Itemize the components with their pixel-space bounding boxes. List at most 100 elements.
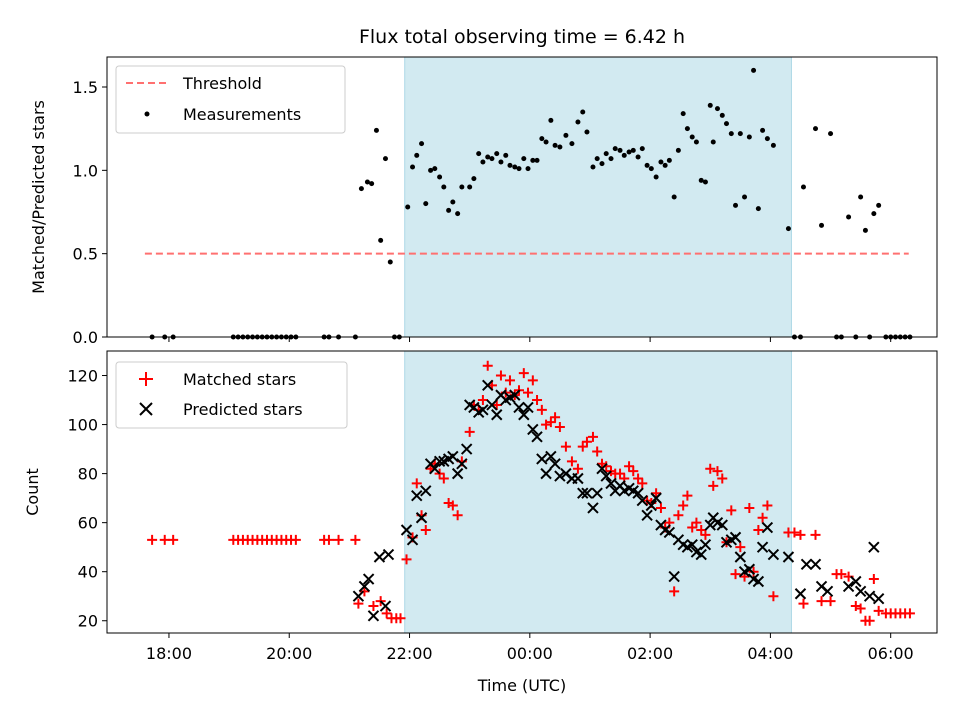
predicted-star-point: [809, 558, 822, 571]
measurement-point: [543, 139, 549, 145]
x-tick-label: 06:00: [868, 644, 914, 663]
matched-star-point: [438, 473, 449, 484]
predicted-star-point: [704, 519, 716, 531]
matched-star-point: [628, 466, 639, 477]
matched-star-point: [482, 360, 493, 371]
chart-title: Flux total observing time = 6.42 h: [359, 26, 685, 48]
matched-star-point: [768, 591, 779, 602]
measurement-point: [800, 184, 806, 190]
measurement-point: [770, 142, 776, 148]
matched-star-point: [700, 529, 711, 540]
predicted-star-point: [863, 590, 876, 602]
measurement-point: [590, 164, 596, 170]
y-tick-label: 1.0: [73, 161, 98, 180]
measurement-point: [630, 147, 636, 153]
matched-star-point: [735, 542, 746, 553]
plot-frame-bottom: [106, 350, 938, 634]
x-tick-label: 20:00: [266, 644, 312, 663]
measurement-point: [364, 179, 370, 185]
matched-star-point: [816, 596, 827, 607]
measurement-point: [467, 184, 473, 190]
predicted-star-point: [686, 539, 698, 551]
measurement-point: [626, 149, 632, 155]
measurement-point: [644, 162, 650, 168]
measurement-point: [548, 117, 554, 123]
measurement-point: [485, 154, 491, 160]
x-axis-label: Time (UTC): [477, 676, 566, 695]
matched-star-point: [147, 534, 158, 545]
flux-ratio-panel: 0.0 0.5 1.0 1.5 Matched/Predicted stars Thr…: [29, 56, 938, 347]
measurement-point: [662, 162, 668, 168]
measurement-point: [419, 141, 425, 147]
predicted-star-point: [641, 509, 653, 522]
matched-star-point: [744, 502, 755, 513]
measurement-point: [639, 146, 645, 152]
predicted-star-point: [362, 573, 375, 585]
predicted-star-point: [352, 590, 365, 602]
measurement-point: [437, 174, 443, 180]
matched-star-point: [168, 534, 179, 545]
matched-star-point: [395, 613, 406, 624]
predicted-star-point: [699, 539, 712, 551]
measurement-point: [871, 211, 877, 217]
matched-star-point: [753, 525, 764, 536]
predicted-star-point: [491, 409, 503, 421]
predicted-star-point: [509, 389, 521, 401]
measurement-point: [450, 199, 456, 205]
measurement-point: [369, 181, 375, 187]
predicted-star-point: [367, 610, 380, 622]
measurements-legend-label: Measurements: [183, 105, 301, 124]
predicted-star-point: [477, 404, 489, 416]
matched-star-point: [368, 601, 379, 612]
measurement-point: [373, 127, 379, 133]
measurement-point: [675, 147, 681, 153]
predicted-star-point: [761, 521, 774, 534]
y-axis-ticks-bottom: 20 40 60 80 100 120: [67, 367, 107, 631]
matched-star-point: [523, 387, 534, 398]
measurement-point: [684, 126, 690, 132]
matched-star-point: [536, 404, 547, 415]
matched-star-point: [810, 529, 821, 540]
predicted-star-point: [486, 399, 498, 411]
measurement-point: [785, 226, 791, 232]
matched-star-point: [477, 395, 488, 406]
measurement-point: [666, 157, 672, 163]
predicted-star-point: [358, 580, 371, 593]
measurement-point: [612, 146, 618, 152]
matched-star-point: [401, 554, 412, 565]
measurement-point: [489, 156, 495, 162]
matched-star-point: [495, 370, 506, 381]
predicted-star-point: [591, 487, 603, 499]
predicted-star-point: [554, 470, 566, 482]
matched-star-point: [581, 436, 592, 447]
measurement-point: [599, 161, 605, 167]
matched-star-point: [601, 461, 612, 472]
measurement-point: [702, 179, 708, 185]
measurement-point: [603, 151, 609, 157]
x-tick-label: 18:00: [146, 644, 192, 663]
matched-star-point: [873, 605, 884, 616]
matched-star-point: [554, 422, 565, 433]
predicted-star-point: [531, 431, 543, 443]
predicted-star-point: [379, 600, 392, 612]
measurement-point: [714, 106, 720, 112]
matched-star-point: [532, 395, 543, 406]
predicted-star-point: [456, 458, 468, 470]
measurements-legend-swatch: [144, 111, 150, 117]
predicted-star-point: [782, 551, 795, 563]
matched-star-point: [560, 441, 571, 452]
predicted-star-point: [695, 548, 707, 561]
y-axis-label-bottom: Count: [23, 468, 42, 516]
predicted-star-point: [854, 585, 867, 598]
matched-star-point: [447, 500, 458, 511]
measurement-point: [733, 202, 739, 208]
predicted-star-point: [767, 548, 780, 561]
matched-star-point: [333, 534, 344, 545]
predicted-star-point: [420, 485, 432, 497]
matched-legend-label: Matched stars: [183, 370, 296, 389]
measurement-point: [746, 134, 752, 140]
measurement-point: [516, 166, 522, 172]
measurement-point: [648, 166, 654, 172]
measurement-point: [480, 159, 486, 165]
